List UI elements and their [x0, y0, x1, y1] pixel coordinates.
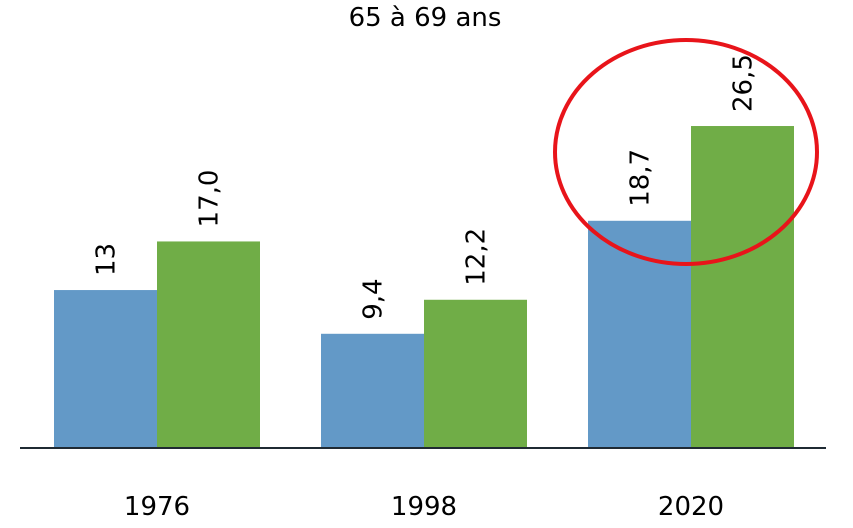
bar: [321, 333, 424, 448]
x-tick-label: 1976: [124, 492, 190, 522]
x-tick-label: 2020: [658, 492, 724, 522]
bar: [54, 290, 157, 448]
value-label: 9,4: [359, 278, 389, 319]
bar: [157, 241, 260, 448]
highlight-circle: [553, 38, 819, 266]
x-tick-label: 1998: [391, 492, 457, 522]
value-label: 18,7: [626, 149, 656, 207]
chart-title: 65 à 69 ans: [349, 3, 502, 33]
value-label: 12,2: [462, 228, 492, 286]
value-label: 17,0: [195, 170, 225, 228]
value-label: 26,5: [729, 54, 759, 112]
plot: 1976 13 17,0 1998 9,4 12,2 2020 18,7 26,5: [54, 54, 794, 522]
value-label: 13: [92, 243, 122, 276]
bar: [424, 299, 527, 448]
bar: [691, 126, 794, 449]
